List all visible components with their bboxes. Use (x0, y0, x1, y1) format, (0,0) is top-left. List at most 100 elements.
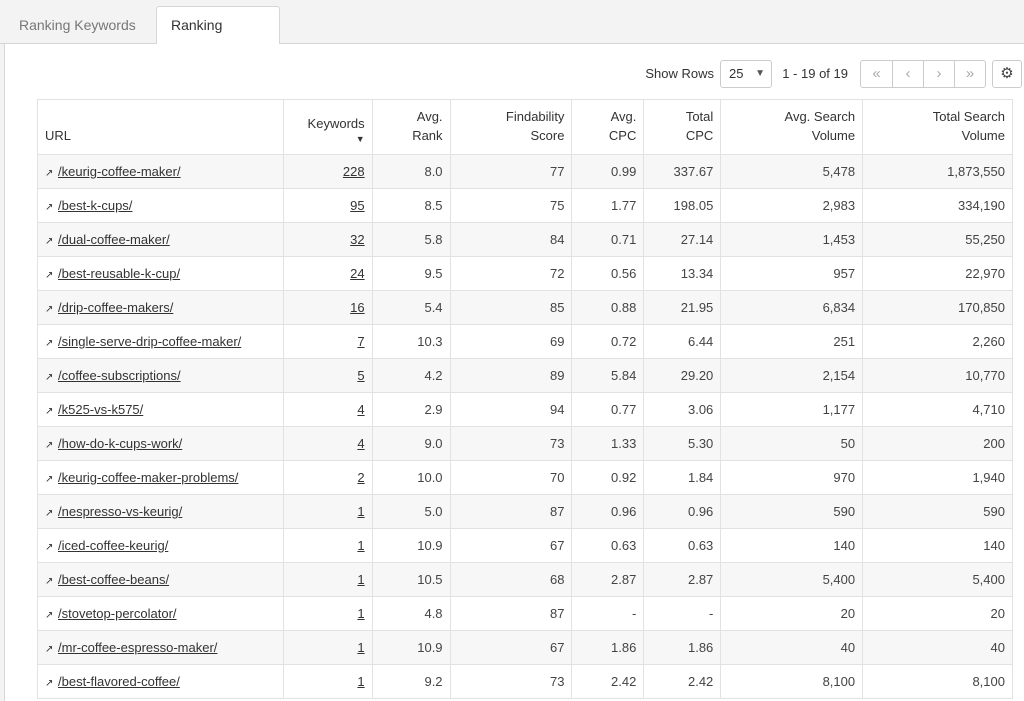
cell-avg-cpc: 2.42 (571, 664, 645, 699)
cell-avg-cpc: 0.77 (571, 392, 645, 427)
keywords-count-link[interactable]: 5 (357, 368, 365, 383)
external-link-icon[interactable]: ↗ (45, 270, 54, 281)
cell-avg-rank: 5.8 (371, 222, 451, 257)
header-label: URL (45, 128, 72, 143)
tab-ranking-keywords[interactable]: Ranking Keywords (19, 17, 136, 33)
keywords-count-link[interactable]: 4 (357, 436, 365, 451)
keywords-count-link[interactable]: 228 (342, 164, 365, 179)
external-link-icon[interactable]: ↗ (45, 202, 54, 213)
cell-avg-rank: 10.0 (371, 460, 451, 495)
external-link-icon[interactable]: ↗ (45, 372, 54, 383)
keywords-count-link[interactable]: 1 (357, 504, 365, 519)
external-link-icon[interactable]: ↗ (45, 644, 54, 655)
page-url-link[interactable]: /mr-coffee-espresso-maker/ (58, 640, 218, 655)
table-row: ↗/nespresso-vs-keurig/1 5.0 87 0.96 0.96 590 5… (37, 494, 1013, 529)
tab-ranking-pages[interactable]: Ranking Pages (156, 6, 280, 69)
keywords-count-link[interactable]: 1 (357, 572, 365, 587)
keywords-count-link[interactable]: 24 (350, 266, 365, 281)
cell-total-cpc: 5.30 (643, 426, 722, 461)
cell-avg-cpc: 0.99 (571, 154, 645, 189)
cell-total-cpc: 1.84 (643, 460, 722, 495)
next-page-icon[interactable]: › (923, 61, 954, 87)
column-header-total-search-volume[interactable]: Total Search Volume (862, 99, 1013, 155)
external-link-icon[interactable]: ↗ (45, 406, 54, 417)
cell-avg-sv: 2,983 (720, 188, 864, 223)
external-link-icon[interactable]: ↗ (45, 338, 54, 349)
keywords-count-link[interactable]: 32 (350, 232, 365, 247)
page-url-link[interactable]: /how-do-k-cups-work/ (58, 436, 183, 451)
external-link-icon[interactable]: ↗ (45, 508, 54, 519)
column-header-avg-search-volume[interactable]: Avg. Search Volume (720, 99, 864, 155)
page-url-link[interactable]: /drip-coffee-makers/ (58, 300, 174, 315)
page-url-link[interactable]: /coffee-subscriptions/ (58, 368, 181, 383)
cell-avg-cpc: 0.96 (571, 494, 645, 529)
column-header-avg-cpc[interactable]: Avg. CPC (571, 99, 645, 155)
column-header-url[interactable]: URL (37, 99, 284, 155)
external-link-icon[interactable]: ↗ (45, 542, 54, 553)
keywords-count-link[interactable]: 7 (357, 334, 365, 349)
external-link-icon[interactable]: ↗ (45, 440, 54, 451)
cell-total-cpc: 2.42 (643, 664, 722, 699)
header-label: Avg. Search (784, 109, 856, 124)
page-url-link[interactable]: /best-flavored-coffee/ (58, 674, 180, 689)
gear-icon[interactable]: ⚙ (992, 60, 1022, 88)
keywords-count-link[interactable]: 1 (357, 674, 365, 689)
cell-avg-rank: 5.0 (371, 494, 451, 529)
cell-keywords: 228 (282, 154, 373, 189)
cell-url: ↗ /keurig-coffee-maker-problems/ (37, 460, 284, 495)
header-label: Volume (811, 128, 856, 143)
keywords-count-link[interactable]: 95 (350, 198, 365, 213)
cell-total-sv: 170,850 (862, 290, 1013, 325)
column-header-avg-rank[interactable]: Avg. Rank (371, 99, 451, 155)
keywords-count-link[interactable]: 4 (357, 402, 365, 417)
page-url-link[interactable]: /keurig-coffee-maker-problems/ (58, 470, 239, 485)
page-url-link[interactable]: /best-k-cups/ (58, 198, 133, 213)
rows-per-page-select[interactable]: 25 ▼ (720, 60, 772, 88)
external-link-icon[interactable]: ↗ (45, 678, 54, 689)
page-url-link[interactable]: /single-serve-drip-coffee-maker/ (58, 334, 242, 349)
cell-keywords: 95 (282, 188, 373, 223)
page-url-link[interactable]: /iced-coffee-keurig/ (58, 538, 169, 553)
cell-avg-rank: 8.0 (371, 154, 451, 189)
external-link-icon[interactable]: ↗ (45, 610, 54, 621)
column-header-findability[interactable]: Findability Score (449, 99, 573, 155)
keywords-count-link[interactable]: 2 (357, 470, 365, 485)
table-row: ↗ /single-serve-drip-coffee-maker/7 10.3 69… (37, 324, 1013, 359)
cell-avg-cpc: 0.56 (571, 256, 645, 291)
page-url-link[interactable]: /k525-vs-k575/ (58, 402, 144, 417)
table-row: ↗/iced-coffee-keurig/1 10.9 67 0.63 0.63 140 1… (37, 528, 1013, 563)
external-link-icon[interactable]: ↗ (45, 168, 54, 179)
table-row: ↗/best-coffee-beans/1 10.5 68 2.87 2.87 5,400… (37, 562, 1013, 597)
page-url-link[interactable]: /best-coffee-beans/ (58, 572, 170, 587)
cell-findability: 75 (449, 188, 573, 223)
page-url-link[interactable]: /stovetop-percolator/ (58, 606, 177, 621)
external-link-icon[interactable]: ↗ (45, 236, 54, 247)
cell-avg-sv: 40 (720, 630, 864, 665)
cell-total-cpc: 6.44 (643, 324, 722, 359)
page-url-link[interactable]: /nespresso-vs-keurig/ (58, 504, 183, 519)
cell-findability: 89 (449, 358, 573, 393)
keywords-count-link[interactable]: 1 (357, 538, 365, 553)
prev-page-icon[interactable]: ‹ (892, 61, 923, 87)
cell-url: ↗ /k525-vs-k575/ (37, 392, 284, 427)
cell-avg-rank: 4.2 (371, 358, 451, 393)
external-link-icon[interactable]: ↗ (45, 474, 54, 485)
external-link-icon[interactable]: ↗ (45, 304, 54, 315)
page-url-link[interactable]: /keurig-coffee-maker/ (58, 164, 181, 179)
cell-keywords: 32 (282, 222, 373, 257)
cell-avg-rank: 4.8 (371, 596, 451, 631)
column-header-keywords[interactable]: Keywords ▼ (282, 99, 373, 155)
page-url-link[interactable]: /best-reusable-k-cup/ (58, 266, 181, 281)
keywords-count-link[interactable]: 1 (357, 640, 365, 655)
cell-total-sv: 55,250 (862, 222, 1013, 257)
external-link-icon[interactable]: ↗ (45, 576, 54, 587)
cell-findability: 70 (449, 460, 573, 495)
keywords-count-link[interactable]: 1 (357, 606, 365, 621)
cell-url: ↗ /best-coffee-beans/ (37, 562, 284, 597)
column-header-total-cpc[interactable]: Total CPC (643, 99, 722, 155)
last-page-icon[interactable]: » (954, 61, 985, 87)
cell-keywords: 4 (282, 426, 373, 461)
keywords-count-link[interactable]: 16 (350, 300, 365, 315)
page-url-link[interactable]: /dual-coffee-maker/ (58, 232, 170, 247)
first-page-icon[interactable]: « (872, 65, 881, 82)
